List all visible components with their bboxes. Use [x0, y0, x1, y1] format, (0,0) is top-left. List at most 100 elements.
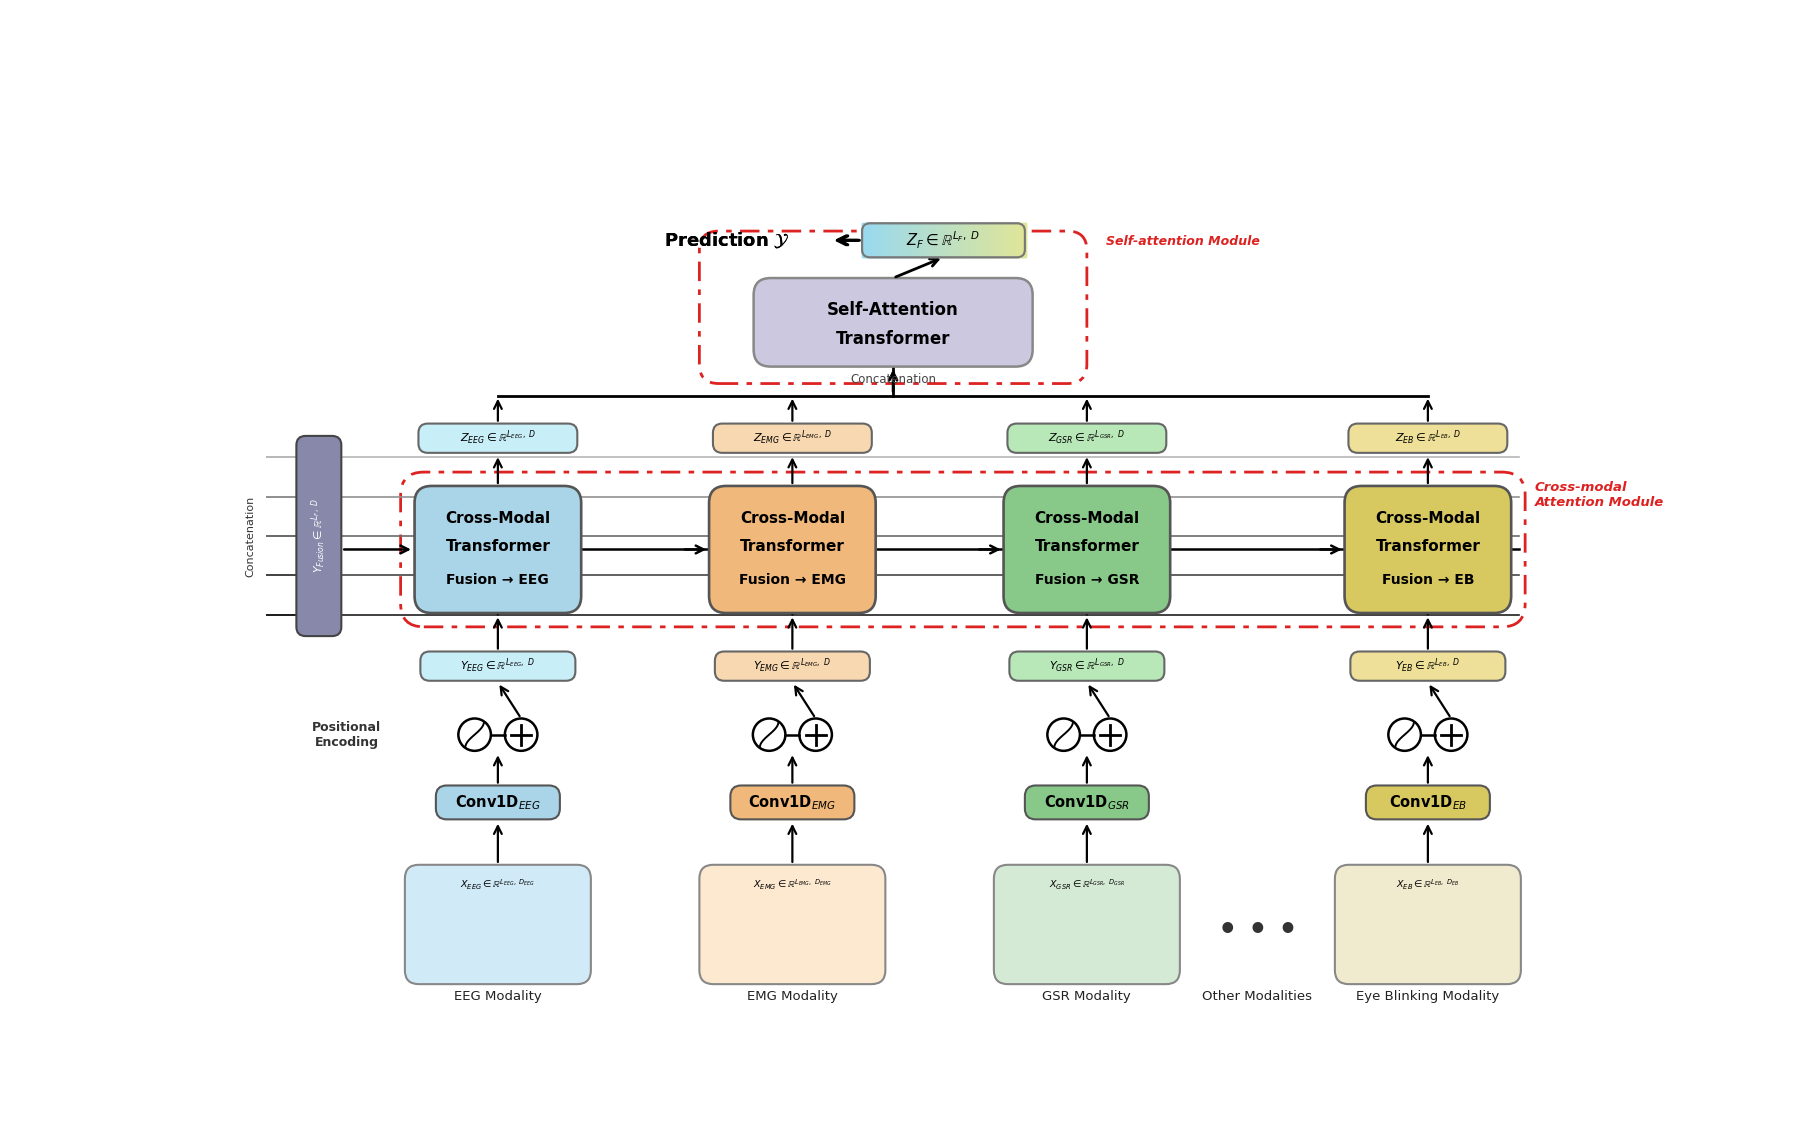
Bar [868, 224, 874, 258]
FancyBboxPatch shape [1345, 486, 1512, 612]
Text: $Y_{EB} \in \mathbb{R}^{L_{EB},\ D}$: $Y_{EB} \in \mathbb{R}^{L_{EB},\ D}$ [1396, 657, 1461, 676]
Text: Cross-modal
Attention Module: Cross-modal Attention Module [1534, 481, 1664, 510]
FancyBboxPatch shape [700, 864, 885, 984]
Bar [926, 224, 932, 258]
Bar [879, 224, 883, 258]
Bar [1006, 224, 1010, 258]
Bar [963, 224, 968, 258]
Bar [865, 224, 870, 258]
Bar [941, 224, 945, 258]
Text: Cross-Modal: Cross-Modal [1376, 512, 1481, 527]
Text: • • •: • • • [1218, 916, 1298, 945]
Text: $Y_{Fusion} \in \mathbb{R}^{L_F,\ D}$: $Y_{Fusion} \in \mathbb{R}^{L_F,\ D}$ [310, 498, 328, 573]
Bar [1003, 224, 1006, 258]
FancyBboxPatch shape [714, 652, 870, 680]
Bar [881, 224, 887, 258]
Bar [946, 224, 952, 258]
Bar [966, 224, 970, 258]
Bar [897, 224, 903, 258]
Bar [1015, 224, 1019, 258]
Bar [872, 224, 876, 258]
Text: Transformer: Transformer [836, 330, 950, 348]
Text: $Z_{GSR} \in \mathbb{R}^{L_{GSR},\ D}$: $Z_{GSR} \in \mathbb{R}^{L_{GSR},\ D}$ [1048, 429, 1126, 447]
Text: Concatenation: Concatenation [850, 373, 936, 386]
Bar [876, 224, 879, 258]
Bar [876, 224, 879, 258]
Text: Fusion → EB: Fusion → EB [1382, 573, 1474, 586]
Bar [901, 224, 906, 258]
Bar [925, 224, 928, 258]
Bar [975, 224, 981, 258]
Bar [983, 224, 986, 258]
Bar [897, 224, 903, 258]
Bar [894, 224, 899, 258]
Text: $\mathit{\mathbf{Prediction}}\ \mathcal{Y}$: $\mathit{\mathbf{Prediction}}\ \mathcal{… [664, 231, 789, 250]
Bar [888, 224, 892, 258]
Bar [863, 224, 867, 258]
Bar [1003, 224, 1006, 258]
Bar [937, 224, 941, 258]
Bar [990, 224, 994, 258]
FancyBboxPatch shape [754, 278, 1033, 366]
Bar [914, 224, 919, 258]
Bar [946, 224, 952, 258]
Bar [975, 224, 981, 258]
Text: $X_{GSR} \in \mathbb{R}^{L_{GSR},\ D_{GSR}}$: $X_{GSR} \in \mathbb{R}^{L_{GSR},\ D_{GS… [1050, 878, 1124, 892]
FancyBboxPatch shape [1349, 424, 1507, 453]
Bar [959, 224, 965, 258]
Bar [990, 224, 994, 258]
Bar [881, 224, 887, 258]
Text: EEG Modality: EEG Modality [453, 990, 542, 1003]
Text: Transformer: Transformer [740, 539, 845, 555]
FancyBboxPatch shape [1010, 652, 1164, 680]
FancyBboxPatch shape [1365, 785, 1490, 819]
Bar [954, 224, 957, 258]
Text: $Y_{EMG} \in \mathbb{R}^{L_{EMG},\ D}$: $Y_{EMG} \in \mathbb{R}^{L_{EMG},\ D}$ [754, 657, 832, 676]
Bar [901, 224, 906, 258]
Bar [1015, 224, 1019, 258]
Bar [917, 224, 921, 258]
Bar [943, 224, 948, 258]
Bar [1012, 224, 1017, 258]
Bar [868, 224, 874, 258]
Bar [959, 224, 965, 258]
Bar [921, 224, 925, 258]
Bar [926, 224, 932, 258]
Text: Eye Blinking Modality: Eye Blinking Modality [1356, 990, 1499, 1003]
Bar [995, 224, 1001, 258]
Text: Self-attention Module: Self-attention Module [1106, 235, 1260, 247]
Text: $Z_{EB} \in \mathbb{R}^{L_{EB},\ D}$: $Z_{EB} \in \mathbb{R}^{L_{EB},\ D}$ [1394, 429, 1461, 447]
Bar [970, 224, 974, 258]
Bar [910, 224, 916, 258]
Bar [957, 224, 961, 258]
Bar [966, 224, 970, 258]
Bar [1012, 224, 1017, 258]
Bar [1008, 224, 1013, 258]
Text: Cross-Modal: Cross-Modal [1033, 512, 1139, 527]
Bar [905, 224, 908, 258]
Bar [979, 224, 984, 258]
Bar [979, 224, 984, 258]
Text: $Y_{EEG} \in \mathbb{R}^{L_{EEG},\ D}$: $Y_{EEG} \in \mathbb{R}^{L_{EEG},\ D}$ [461, 657, 535, 676]
Text: Cross-Modal: Cross-Modal [740, 512, 845, 527]
Text: Transformer: Transformer [1035, 539, 1139, 555]
Bar [995, 224, 1001, 258]
Bar [950, 224, 954, 258]
Bar [1008, 224, 1013, 258]
Bar [950, 224, 954, 258]
Bar [908, 224, 912, 258]
Bar [892, 224, 896, 258]
Text: $X_{EB} \in \mathbb{R}^{L_{EB},\ D_{EB}}$: $X_{EB} \in \mathbb{R}^{L_{EB},\ D_{EB}}… [1396, 878, 1459, 892]
Bar [930, 224, 936, 258]
Bar [999, 224, 1003, 258]
Text: $Z_F \in \mathbb{R}^{L_F,\ D}$: $Z_F \in \mathbb{R}^{L_F,\ D}$ [906, 229, 981, 251]
Bar [941, 224, 945, 258]
Bar [983, 224, 986, 258]
Bar [872, 224, 876, 258]
Text: Cross-Modal: Cross-Modal [446, 512, 551, 527]
Text: Conv1D$_{GSR}$: Conv1D$_{GSR}$ [1044, 793, 1129, 811]
Bar [885, 224, 890, 258]
FancyBboxPatch shape [435, 785, 560, 819]
Text: Fusion → EEG: Fusion → EEG [446, 573, 549, 586]
Bar [921, 224, 925, 258]
